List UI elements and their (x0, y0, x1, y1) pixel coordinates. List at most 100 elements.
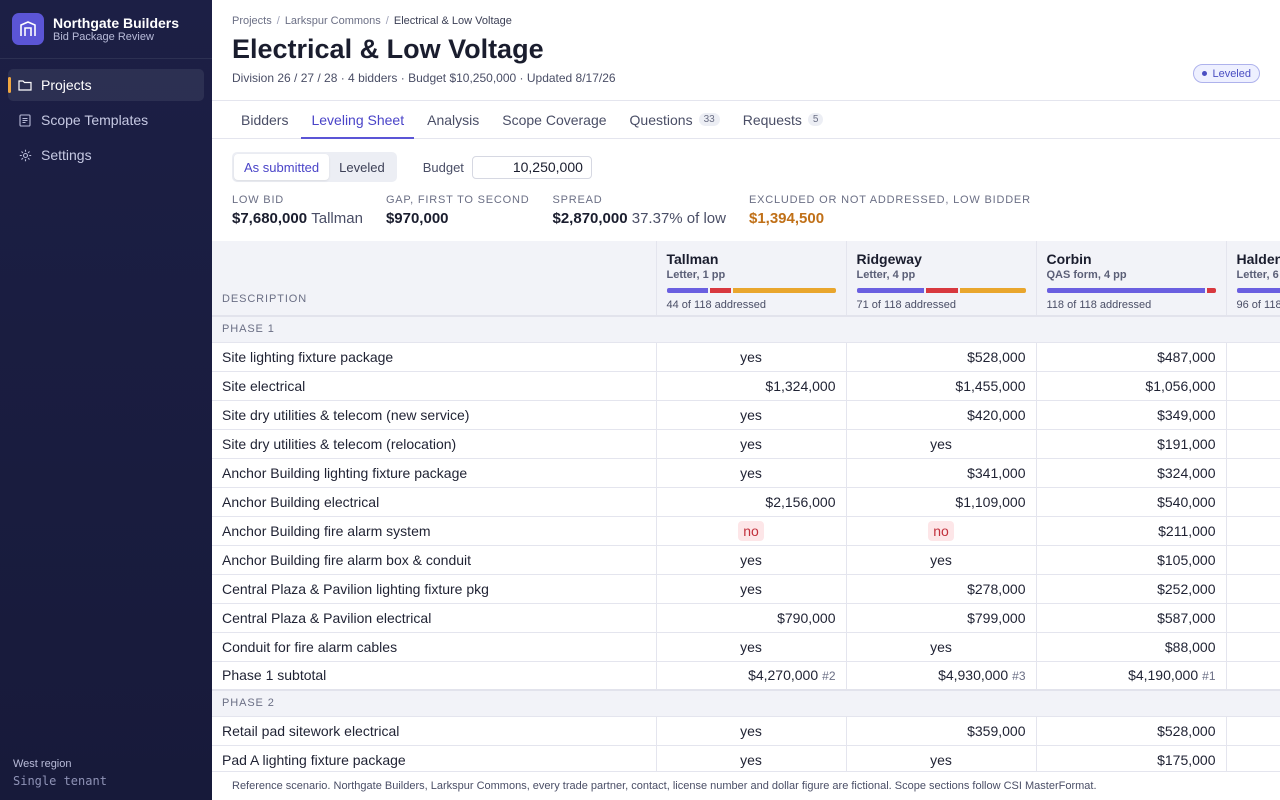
tab-questions[interactable]: Questions 33 (620, 101, 730, 138)
coverage-bar-segment (856, 288, 925, 293)
table-row[interactable]: Anchor Building electrical $2,156,000 $1,1… (212, 487, 1280, 517)
subtotal-row: Phase 1 subtotal $4,270,000 #2 $4,930,000 #3… (212, 661, 1280, 691)
tab-bidders[interactable]: Bidders (231, 101, 298, 138)
bid-cell[interactable]: $88,000 (1036, 632, 1227, 662)
breadcrumb-project[interactable]: Larkspur Commons (284, 15, 381, 27)
bid-cell[interactable] (1226, 716, 1280, 746)
bid-cell[interactable]: $341,000 (846, 458, 1037, 488)
bid-cell[interactable]: $191,000 (1036, 429, 1227, 459)
bid-cell[interactable]: no (846, 516, 1037, 546)
bid-cell[interactable]: $278,000 (846, 574, 1037, 604)
bid-cell[interactable]: $1,324,000 (656, 371, 847, 401)
bid-cell[interactable]: yes (656, 632, 847, 662)
table-row[interactable]: Central Plaza & Pavilion lighting fixtur… (212, 574, 1280, 604)
bidder-name: Halden (1236, 251, 1280, 267)
bid-cell[interactable] (1226, 632, 1280, 662)
bid-cell[interactable]: $349,000 (1036, 400, 1227, 430)
brand: Northgate Builders Bid Package Review (0, 0, 212, 59)
table-row[interactable]: Conduit for fire alarm cables yes yes $88,0… (212, 632, 1280, 662)
table-row[interactable]: Site dry utilities & telecom (new servic… (212, 400, 1280, 430)
bid-cell[interactable]: $1,109,000 (846, 487, 1037, 517)
bidder-document: Letter, 6 pp (1236, 269, 1280, 281)
bid-cell[interactable]: $1,455,000 (846, 371, 1037, 401)
bid-cell[interactable]: yes (846, 632, 1037, 662)
bidder-header[interactable]: Ridgeway Letter, 4 pp 71 of 118 addressed (846, 241, 1037, 317)
bid-cell[interactable] (1226, 545, 1280, 575)
breadcrumb-separator: / (276, 15, 280, 27)
bid-cell[interactable]: yes (656, 342, 847, 372)
bidder-document: Letter, 4 pp (856, 269, 916, 281)
bid-cell[interactable]: $175,000 (1036, 745, 1227, 775)
bid-cell[interactable]: $1,056,000 (1036, 371, 1227, 401)
bid-cell[interactable]: yes (846, 745, 1037, 775)
stat-value: $7,680,000 Tallman (232, 210, 363, 228)
table-row[interactable]: Anchor Building fire alarm box & conduit… (212, 545, 1280, 575)
table-row[interactable]: Site electrical $1,324,000 $1,455,000 $1,05… (212, 371, 1280, 401)
table-row[interactable]: Anchor Building lighting fixture package… (212, 458, 1280, 488)
bid-cell[interactable]: $790,000 (656, 603, 847, 633)
page-meta: Division 26 / 27 / 28 · 4 bidders · Budg… (232, 71, 616, 85)
row-description: Anchor Building lighting fixture package (212, 458, 657, 488)
bid-cell[interactable]: $587,000 (1036, 603, 1227, 633)
leveling-table: DESCRIPTION Tallman Letter, 1 pp 44 of 118… (212, 241, 1280, 775)
sidebar-item-projects[interactable]: Projects (8, 69, 204, 101)
bid-cell[interactable]: $528,000 (1036, 716, 1227, 746)
sidebar-item-scope-templates[interactable]: Scope Templates (8, 104, 204, 136)
bid-cell[interactable] (1226, 458, 1280, 488)
breadcrumb-projects[interactable]: Projects (232, 15, 272, 27)
bid-cell[interactable] (1226, 400, 1280, 430)
tab-leveling-sheet[interactable]: Leveling Sheet (301, 101, 414, 139)
bid-cell[interactable] (1226, 574, 1280, 604)
bid-cell[interactable]: $211,000 (1036, 516, 1227, 546)
table-row[interactable]: Pad A lighting fixture package yes yes $175… (212, 745, 1280, 775)
tab-analysis[interactable]: Analysis (417, 101, 489, 138)
table-row[interactable]: Site dry utilities & telecom (relocation… (212, 429, 1280, 459)
bid-cell[interactable]: $2,156,000 (656, 487, 847, 517)
bid-cell[interactable]: yes (656, 574, 847, 604)
table-row[interactable]: Retail pad sitework electrical yes $359,00… (212, 716, 1280, 746)
coverage-bar (1046, 288, 1216, 293)
bidder-header[interactable]: Halden Letter, 6 pp 96 of 118 addressed (1226, 241, 1280, 317)
not-included-badge: no (928, 520, 954, 541)
bid-cell[interactable] (1226, 487, 1280, 517)
bid-cell[interactable]: yes (846, 429, 1037, 459)
leveling-table-container: DESCRIPTION Tallman Letter, 1 pp 44 of 118… (212, 241, 1280, 775)
table-row[interactable]: Site lighting fixture package yes $528,000… (212, 342, 1280, 372)
bid-cell[interactable]: yes (656, 400, 847, 430)
budget-input[interactable] (471, 155, 592, 179)
bid-cell[interactable]: yes (656, 429, 847, 459)
bid-cell[interactable]: $420,000 (846, 400, 1037, 430)
bid-cell[interactable]: yes (656, 745, 847, 775)
bid-cell[interactable]: $359,000 (846, 716, 1037, 746)
bidder-document: QAS form, 4 pp (1046, 269, 1127, 281)
as-submitted-button[interactable]: As submitted (234, 154, 330, 180)
bidder-header[interactable]: Corbin QAS form, 4 pp 118 of 118 addressed (1036, 241, 1227, 317)
bid-cell[interactable]: $252,000 (1036, 574, 1227, 604)
bid-cell[interactable] (1226, 603, 1280, 633)
table-row[interactable]: Anchor Building fire alarm system no no $21… (212, 516, 1280, 546)
bid-cell[interactable]: yes (656, 716, 847, 746)
tab-scope-coverage[interactable]: Scope Coverage (492, 101, 616, 138)
bid-cell[interactable]: yes (656, 545, 847, 575)
leveled-button[interactable]: Leveled (339, 159, 385, 175)
bid-cell[interactable] (1226, 745, 1280, 775)
tab-requests[interactable]: Requests 5 (733, 101, 834, 138)
table-row[interactable]: Central Plaza & Pavilion electrical $790,… (212, 603, 1280, 633)
bid-cell[interactable]: $799,000 (846, 603, 1037, 633)
bid-cell[interactable] (1226, 516, 1280, 546)
gear-icon (18, 148, 32, 162)
bid-cell[interactable] (1226, 371, 1280, 401)
sidebar-item-settings[interactable]: Settings (8, 139, 204, 171)
bidder-header[interactable]: Tallman Letter, 1 pp 44 of 118 addressed (656, 241, 847, 317)
bid-cell[interactable] (1226, 429, 1280, 459)
bid-cell[interactable]: yes (846, 545, 1037, 575)
bid-cell[interactable]: $105,000 (1036, 545, 1227, 575)
bid-cell[interactable]: $540,000 (1036, 487, 1227, 517)
bid-cell[interactable]: yes (656, 458, 847, 488)
bid-cell[interactable]: $528,000 (846, 342, 1037, 372)
bid-cell[interactable]: no (656, 516, 847, 546)
bid-cell[interactable]: $487,000 (1036, 342, 1227, 372)
bid-cell[interactable] (1226, 342, 1280, 372)
bid-cell[interactable]: $324,000 (1036, 458, 1227, 488)
sidebar-footer: West region Single tenant (13, 757, 107, 790)
